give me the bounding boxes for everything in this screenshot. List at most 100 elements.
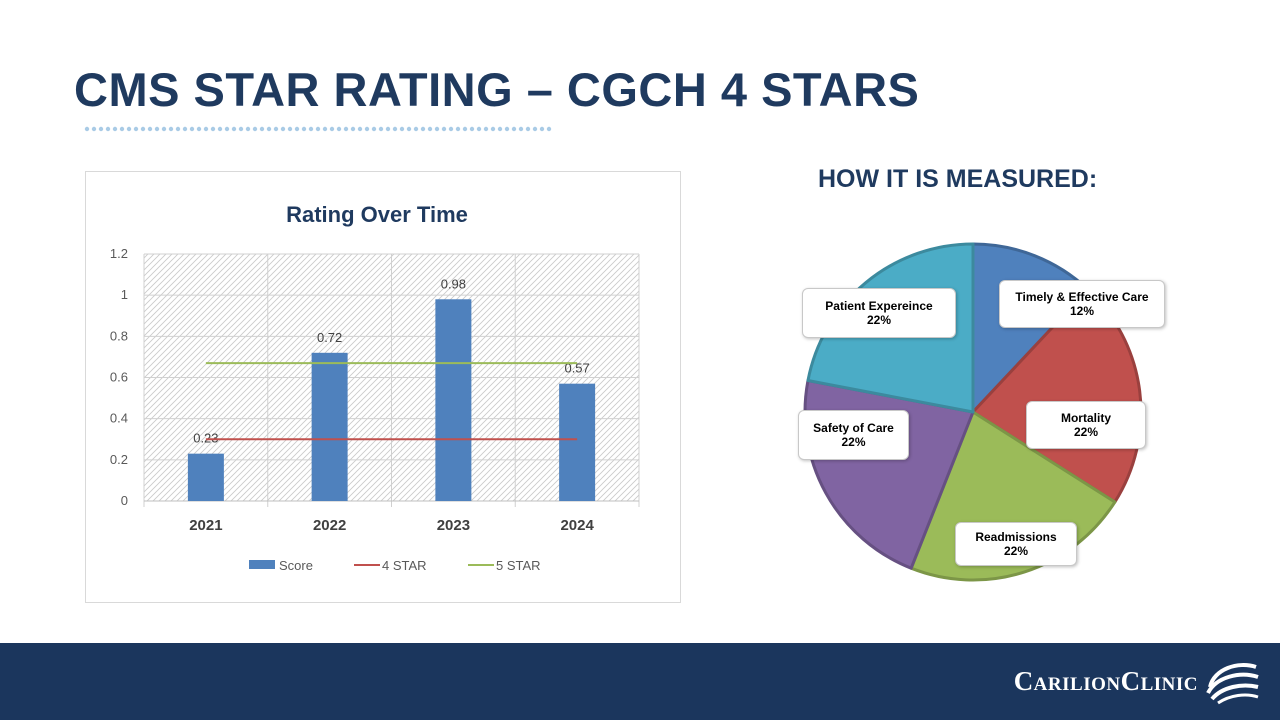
bar-data-label: 0.98 [441, 276, 466, 291]
title-dot [259, 126, 265, 132]
pie-slice-percent: 22% [866, 313, 892, 327]
title-dot [427, 126, 433, 132]
bar-chart: Rating Over Time 0 0.2 0.4 0.6 0.8 1 1.2 0.23 0.… [85, 171, 681, 603]
title-dot [91, 126, 97, 132]
title-dot [518, 126, 524, 132]
title-dot [112, 126, 118, 132]
title-dot [231, 126, 237, 132]
score-bar [435, 299, 472, 501]
title-dot [546, 126, 552, 132]
title-dot [266, 126, 272, 132]
title-dot [287, 126, 293, 132]
y-tick-label: 0.6 [110, 370, 128, 385]
title-dot [280, 126, 286, 132]
carilion-swoosh-icon [1206, 663, 1259, 705]
title-dot [476, 126, 482, 132]
title-dot [217, 126, 223, 132]
x-tick-label: 2021 [189, 517, 222, 534]
title-dot [350, 126, 356, 132]
x-tick-label: 2024 [560, 517, 594, 534]
pie-slice-name: Readmissions [975, 530, 1057, 544]
footer-bar: CarilionClinic [0, 643, 1280, 720]
title-dot [273, 126, 279, 132]
pie-slice-percent: 22% [1003, 544, 1029, 558]
y-tick-label: 0 [121, 493, 128, 508]
title-dotted-underline [84, 126, 552, 132]
pie-slice-name: Timely & Effective Care [1015, 290, 1149, 304]
score-bar [559, 383, 596, 501]
chart-title: Rating Over Time [286, 202, 468, 227]
title-dot [448, 126, 454, 132]
bar-data-label: 0.57 [564, 361, 589, 376]
x-tick-label: 2023 [437, 517, 470, 534]
score-bar [187, 453, 224, 501]
title-dot [322, 126, 328, 132]
title-dot [455, 126, 461, 132]
title-dot [161, 126, 167, 132]
title-dot [483, 126, 489, 132]
title-dot [539, 126, 545, 132]
title-dot [154, 126, 160, 132]
title-dot [196, 126, 202, 132]
slide-title: CMS STAR RATING – CGCH 4 STARS [74, 63, 920, 116]
title-dot [399, 126, 405, 132]
title-dot [105, 126, 111, 132]
title-dot [238, 126, 244, 132]
title-dot [385, 126, 391, 132]
pie-slice-name: Patient Expereince [825, 299, 933, 313]
title-dot [343, 126, 349, 132]
title-dot [175, 126, 181, 132]
title-dot [147, 126, 153, 132]
pie-slice-percent: 22% [841, 435, 866, 449]
title-dot [84, 126, 90, 132]
title-dot [525, 126, 531, 132]
y-tick-label: 1.2 [110, 246, 128, 261]
legend-label: 4 STAR [382, 558, 427, 573]
brand: CarilionClinic [1014, 657, 1260, 705]
legend-swatch [249, 560, 275, 569]
title-dot [203, 126, 209, 132]
brand-wordmark: CarilionClinic [1013, 665, 1198, 696]
title-dot [357, 126, 363, 132]
title-dot [189, 126, 195, 132]
pie-heading: HOW IT IS MEASURED: [818, 165, 1098, 193]
title-dot [504, 126, 510, 132]
title-dot [441, 126, 447, 132]
title-dot [133, 126, 139, 132]
title-dot [420, 126, 426, 132]
title-dot [98, 126, 104, 132]
title-dot [462, 126, 468, 132]
title-dot [329, 126, 335, 132]
title-dot [224, 126, 230, 132]
title-dot [392, 126, 398, 132]
title-dot [413, 126, 419, 132]
title-dot [168, 126, 174, 132]
pie-slice-label: Patient Expereince 22% [802, 288, 956, 338]
title-dot [126, 126, 132, 132]
title-dot [245, 126, 251, 132]
pie-slice-name: Safety of Care [813, 421, 894, 435]
title-dot [490, 126, 496, 132]
title-dot [406, 126, 412, 132]
title-dot [252, 126, 258, 132]
legend-label: Score [279, 558, 313, 573]
title-dot [378, 126, 384, 132]
pie-slice-label: Timely & Effective Care 12% [999, 280, 1165, 328]
title-dot [511, 126, 517, 132]
title-dot [315, 126, 321, 132]
title-dot [497, 126, 503, 132]
score-bar [311, 352, 348, 501]
title-dot [532, 126, 538, 132]
title-dot [140, 126, 146, 132]
title-dot [301, 126, 307, 132]
pie-slice-name: Mortality [1060, 411, 1111, 425]
y-tick-label: 0.4 [110, 411, 128, 426]
pie-slice-percent: 22% [1073, 425, 1099, 439]
y-tick-label: 1 [121, 287, 128, 302]
y-tick-label: 0.8 [110, 328, 128, 343]
x-tick-label: 2022 [313, 517, 346, 534]
title-dot [210, 126, 216, 132]
bar-chart-canvas: Rating Over Time 0 0.2 0.4 0.6 0.8 1 1.2 0.23 0.… [110, 202, 640, 573]
title-dot [308, 126, 314, 132]
title-dot [119, 126, 125, 132]
